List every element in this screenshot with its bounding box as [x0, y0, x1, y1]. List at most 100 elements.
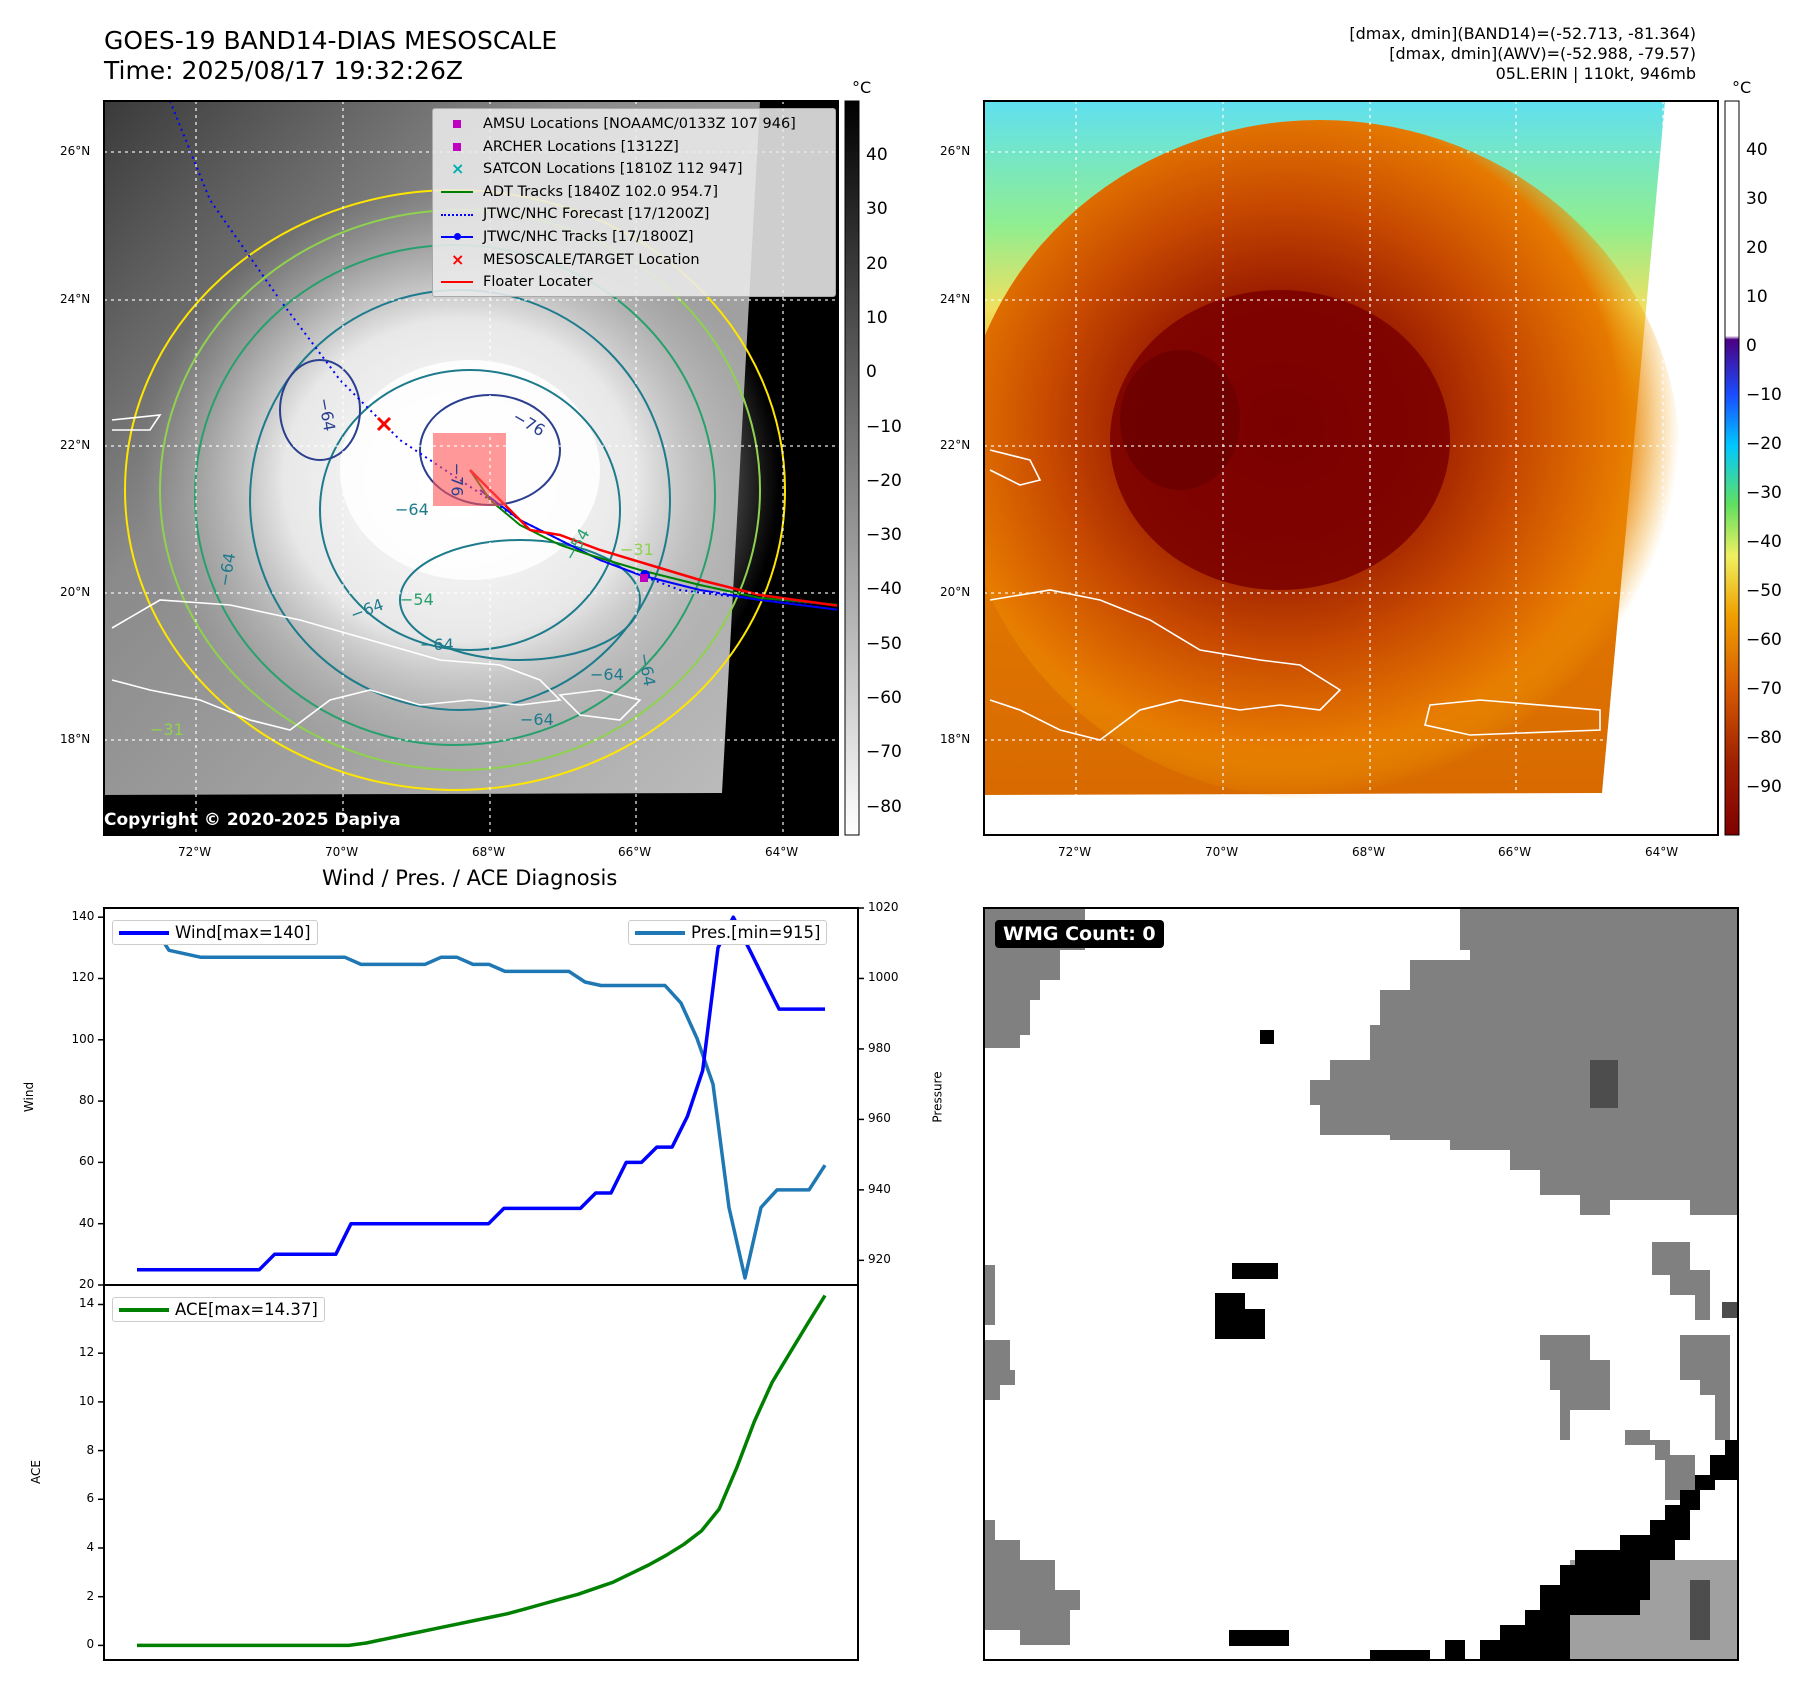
- info-awv: [dmax, dmin](AWV)=(-52.988, -79.57): [1389, 44, 1696, 63]
- ace-axis-tick-label: 12: [79, 1345, 95, 1360]
- lon-tick-label: 68°W: [472, 845, 506, 859]
- map-legend-item: × MESOSCALE/TARGET Location: [439, 249, 829, 272]
- awv-colorbar-tick: 0: [1746, 336, 1757, 356]
- ir-colorbar-tick: −80: [866, 796, 902, 817]
- lat-tick-label: 26°N: [60, 144, 91, 158]
- map-legend-item: Floater Locater: [439, 271, 829, 294]
- ace-legend-line: [119, 1307, 169, 1312]
- ace-line: [137, 1294, 827, 1648]
- lon-tick-label: 66°W: [1498, 845, 1532, 859]
- figure-time: Time: 2025/08/17 19:32:26Z: [104, 56, 463, 85]
- wind-legend: Wind[max=140]: [112, 920, 318, 945]
- legend-line-icon: [439, 184, 475, 200]
- awv-colorbar-tick: −60: [1746, 630, 1782, 650]
- lat-tick-label: 18°N: [60, 732, 91, 746]
- wind-axis-tick-label: 120: [71, 970, 95, 985]
- pressure-ylabel: Pressure: [930, 1071, 945, 1123]
- pressure-axis-tick-label: 1000: [868, 970, 899, 985]
- ir-colorbar-unit: °C: [852, 78, 872, 97]
- contour-label: −31: [620, 540, 654, 559]
- pressure-axis-tick-label: 1020: [868, 900, 899, 914]
- map-legend-item: × SATCON Locations [1810Z 112 947]: [439, 158, 829, 181]
- ace-axis-tick-label: 0: [86, 1637, 95, 1652]
- figure-title: GOES-19 BAND14-DIAS MESOSCALE: [104, 26, 558, 55]
- legend-x-icon: ×: [451, 249, 465, 269]
- wind-ylabel: Wind: [22, 1081, 37, 1113]
- wind-axis-tick-label: 80: [79, 1093, 95, 1108]
- lon-tick-label: 72°W: [1058, 845, 1092, 859]
- contour-label: −64: [420, 635, 454, 654]
- lat-tick-label: 20°N: [940, 585, 971, 599]
- pressure-legend: Pres.[min=915]: [628, 920, 828, 945]
- map-legend-label: JTWC/NHC Forecast [17/1200Z]: [483, 206, 710, 223]
- info-storm: 05L.ERIN | 110kt, 946mb: [1495, 64, 1696, 83]
- pressure-legend-label: Pres.[min=915]: [691, 923, 821, 942]
- lon-tick-label: 70°W: [325, 845, 359, 859]
- map-legend-item: JTWC/NHC Forecast [17/1200Z]: [439, 203, 829, 226]
- lon-tick-label: 70°W: [1205, 845, 1239, 859]
- pressure-axis-tick-label: 920: [868, 1252, 891, 1267]
- ace-legend: ACE[max=14.37]: [112, 1297, 325, 1322]
- legend-line-dot-icon: [439, 229, 475, 245]
- legend-x-icon: ×: [451, 159, 465, 179]
- pressure-legend-line: [635, 930, 685, 935]
- contour-label: −64: [520, 710, 554, 729]
- info-band14: [dmax, dmin](BAND14)=(-52.713, -81.364): [1349, 24, 1696, 43]
- awv-colorbar-tick: −80: [1746, 728, 1782, 748]
- ir-colorbar-tick: 40: [866, 145, 888, 165]
- map-legend-label: ARCHER Locations [1312Z]: [483, 138, 679, 155]
- wind-axis-tick-label: 100: [71, 1031, 95, 1046]
- map-legend-label: ADT Tracks [1840Z 102.0 954.7]: [483, 183, 719, 200]
- pressure-axis-tick-label: 980: [868, 1040, 891, 1055]
- map-legend-item: ARCHER Locations [1312Z]: [439, 136, 829, 159]
- ace-axis-tick-label: 6: [86, 1491, 95, 1506]
- awv-colorbar-tick: −90: [1746, 777, 1782, 797]
- contour-label: −64: [395, 500, 429, 519]
- lon-tick-label: 68°W: [1352, 845, 1386, 859]
- ir-colorbar-tick: 0: [866, 362, 877, 383]
- awv-colorbar-tick: 10: [1746, 287, 1768, 307]
- map-legend-item: ADT Tracks [1840Z 102.0 954.7]: [439, 181, 829, 204]
- wind-line: [137, 915, 825, 1272]
- ace-axis-tick-label: 4: [86, 1539, 95, 1554]
- awv-colorbar-unit: °C: [1732, 78, 1752, 97]
- awv-colorbar-tick: −20: [1746, 434, 1782, 454]
- ace-axis-tick-label: 14: [79, 1296, 95, 1311]
- wind-axis-tick-label: 40: [79, 1215, 95, 1230]
- lat-tick-label: 24°N: [60, 292, 91, 306]
- legend-square-icon: [439, 116, 475, 132]
- awv-colorbar: [1724, 100, 1740, 836]
- wind-axis-tick-label: 140: [71, 909, 95, 924]
- awv-colorbar-tick: −30: [1746, 483, 1782, 503]
- wmg-panel: [984, 908, 1738, 1660]
- ace-axis-tick-label: 10: [79, 1393, 95, 1408]
- ir-colorbar: [844, 100, 860, 836]
- lat-tick-label: 22°N: [60, 438, 91, 452]
- map-legend-label: AMSU Locations [NOAAMC/0133Z 107 946]: [483, 116, 796, 132]
- ir-colorbar-tick: −30: [866, 525, 902, 546]
- contour-label: −76: [447, 462, 467, 497]
- wind-axis-tick-label: 60: [79, 1154, 95, 1169]
- lon-tick-label: 64°W: [765, 845, 799, 859]
- contour-label: −54: [400, 590, 434, 609]
- lat-tick-label: 20°N: [60, 585, 91, 599]
- map-legend-label: JTWC/NHC Tracks [17/1800Z]: [483, 228, 694, 245]
- wmg-count-label: WMG Count: 0: [995, 920, 1164, 948]
- copyright-text: Copyright © 2020-2025 Dapiya: [104, 810, 401, 830]
- map-legend-label: SATCON Locations [1810Z 112 947]: [483, 161, 743, 178]
- lat-tick-label: 26°N: [940, 144, 971, 158]
- ir-colorbar-tick: −50: [866, 633, 902, 654]
- ir-colorbar-tick: 10: [866, 307, 888, 328]
- ace-axes: [103, 1284, 859, 1661]
- awv-colorbar-tick: 40: [1746, 140, 1768, 160]
- legend-dotted-icon: [439, 207, 475, 223]
- map-legend-label: Floater Locater: [483, 274, 593, 291]
- awv-colorbar-tick: −50: [1746, 581, 1782, 601]
- pressure-line: [137, 923, 827, 1280]
- ir-colorbar-tick: −70: [866, 742, 902, 763]
- ir-colorbar-tick: 20: [866, 253, 888, 274]
- ace-legend-label: ACE[max=14.37]: [175, 1300, 318, 1319]
- map-legend-item: JTWC/NHC Tracks [17/1800Z]: [439, 226, 829, 249]
- ace-axis-tick-label: 8: [86, 1442, 95, 1457]
